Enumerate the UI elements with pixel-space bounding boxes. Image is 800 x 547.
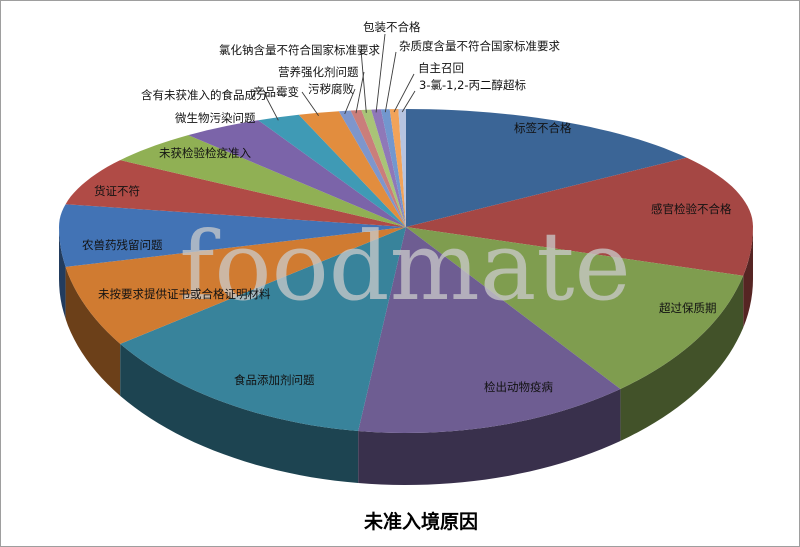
slice-label-6: 农兽药残留问题	[82, 238, 163, 252]
pie-slice-5[interactable]	[65, 227, 406, 344]
slice-label-12: 污秽腐败	[308, 82, 354, 96]
pie-slice-8[interactable]	[120, 135, 406, 227]
slice-label-13: 营养强化剂问题	[278, 65, 359, 79]
pie-slice-4[interactable]	[120, 227, 406, 431]
slice-label-17: 自主召回	[418, 61, 464, 75]
slice-label-16: 杂质度含量不符合国家标准要求	[399, 39, 560, 53]
pie-side-walls	[59, 227, 753, 485]
watermark: foodmate	[179, 212, 630, 322]
slice-label-10: 含有未获准入的食品成分	[141, 88, 268, 102]
pie-slice-11[interactable]	[298, 111, 406, 227]
pie-slice-2[interactable]	[406, 227, 744, 389]
slice-label-8: 未获检验检疫准入	[159, 146, 251, 160]
pie-slice-side-1	[743, 227, 753, 328]
pie-slice-15[interactable]	[371, 109, 406, 227]
slice-label-3: 检出动物疫病	[484, 380, 553, 394]
pie-slice-13[interactable]	[350, 110, 406, 227]
slice-label-7: 货证不符	[94, 184, 140, 198]
slice-label-11: 产品霉变	[253, 85, 299, 99]
slice-label-14: 氯化钠含量不符合国家标准要求	[219, 43, 380, 57]
pie-slice-18[interactable]	[398, 109, 406, 227]
pie-slice-6[interactable]	[59, 204, 406, 267]
pie-slice-9[interactable]	[188, 120, 406, 227]
pie-slice-12[interactable]	[338, 110, 406, 228]
chart-title: 未准入境原因	[363, 510, 478, 533]
pie-slice-side-3	[358, 389, 621, 485]
pie-slice-3[interactable]	[358, 227, 621, 433]
slice-label-0: 标签不合格	[514, 121, 572, 135]
leader-line-14	[360, 49, 367, 113]
pie-slice-side-4	[120, 343, 359, 483]
pie-slice-16[interactable]	[380, 109, 406, 227]
slice-label-2: 超过保质期	[659, 301, 717, 315]
leader-line-18	[401, 90, 416, 113]
slice-label-4: 食品添加剂问题	[234, 373, 315, 387]
slice-label-18: 3-氯-1,2-丙二醇超标	[419, 78, 526, 92]
leader-line-11	[301, 91, 319, 117]
leader-line-13	[355, 71, 365, 114]
pie-slice-side-6	[59, 227, 66, 319]
leader-line-16	[384, 51, 397, 113]
pie-slices	[59, 109, 753, 433]
leader-line-10	[264, 94, 279, 121]
pie-slice-side-2	[620, 275, 744, 441]
slice-label-1: 感官检验不合格	[651, 202, 732, 216]
slice-label-9: 微生物污染问题	[175, 111, 256, 125]
pie-slice-1[interactable]	[406, 157, 753, 276]
pie-slice-10[interactable]	[258, 114, 406, 227]
leader-line-15	[375, 33, 386, 113]
pie-slice-17[interactable]	[389, 109, 406, 227]
pie-slice-14[interactable]	[361, 109, 406, 227]
pie-slice-0[interactable]	[406, 109, 687, 227]
slice-label-5: 未按要求提供证书或合格证明材料	[98, 287, 271, 301]
slice-label-15: 包装不合格	[363, 20, 421, 34]
leader-line-17	[393, 73, 415, 113]
pie-slice-7[interactable]	[65, 160, 406, 227]
pie-slice-side-5	[65, 266, 121, 396]
label-leader-lines	[264, 33, 416, 121]
leader-line-12	[344, 88, 356, 115]
